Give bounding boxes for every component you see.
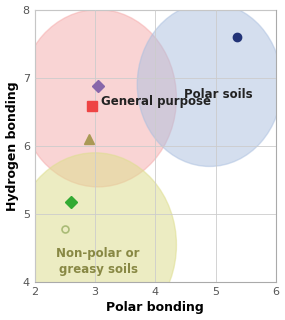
Y-axis label: Hydrogen bonding: Hydrogen bonding [5,81,19,211]
Circle shape [14,153,176,320]
Circle shape [137,3,282,166]
Circle shape [20,10,176,187]
Text: General purpose: General purpose [101,95,211,108]
X-axis label: Polar bonding: Polar bonding [107,301,204,315]
Text: Polar soils: Polar soils [184,88,253,101]
Text: Non-polar or
greasy soils: Non-polar or greasy soils [56,247,140,276]
